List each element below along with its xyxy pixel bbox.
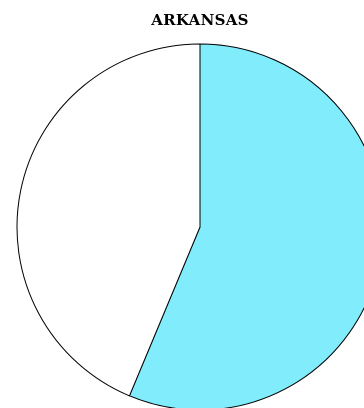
- pie-slice-1: [128, 43, 364, 408]
- chart-title: ARKANSAS: [151, 11, 249, 29]
- pie-slice-2: [16, 43, 201, 397]
- pie-slices: [16, 43, 364, 408]
